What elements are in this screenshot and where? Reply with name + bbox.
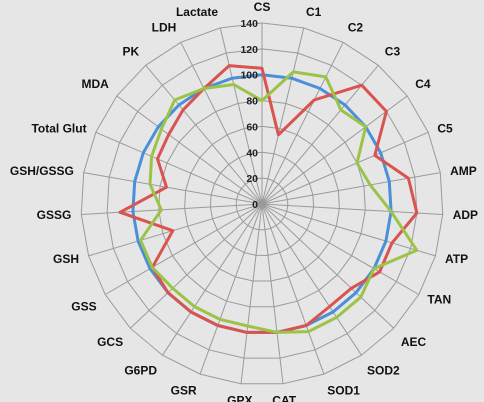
tick-label: 140 [240, 18, 258, 30]
radial-spoke [83, 172, 263, 205]
grid-ring [209, 151, 315, 256]
radial-spoke [261, 95, 408, 205]
category-label: AMP [450, 164, 477, 178]
series-line-2 [118, 64, 419, 334]
radial-spoke [261, 203, 325, 375]
category-labels: CS C1 C2 C3 C4 C5 AMP ADP ATP TAN AEC SOD2 SOD1 CAT GP… [10, 0, 478, 402]
category-label: Total Glut [31, 121, 86, 135]
radial-spoke [219, 27, 263, 205]
tick-label: 60 [246, 121, 258, 133]
tick-label: 40 [246, 147, 258, 159]
category-label: CAT [272, 394, 296, 402]
tick-label: 100 [240, 70, 258, 82]
category-label: AEC [401, 335, 427, 349]
radial-spoke [261, 172, 441, 205]
category-label: GSS [71, 300, 96, 314]
radial-tick-labels: 0 20 40 60 80 100 120 140 [240, 18, 258, 211]
tick-label: 80 [246, 96, 258, 108]
category-label: LDH [152, 20, 177, 34]
category-label: PK [123, 45, 140, 59]
radial-spoke [199, 203, 263, 375]
radar-grid [80, 22, 444, 385]
category-label: GSH [53, 252, 79, 266]
grid-ring [106, 48, 418, 359]
category-label: C5 [437, 121, 453, 135]
category-label: GPX [227, 394, 252, 402]
radial-spoke [261, 203, 443, 215]
grid-ring [235, 177, 289, 231]
radial-spoke [104, 203, 263, 295]
grid-ring [184, 125, 340, 282]
category-label: TAN [427, 293, 451, 307]
radial-spoke [261, 42, 344, 205]
category-label: SOD2 [367, 364, 400, 378]
radial-spoke [145, 64, 263, 205]
radial-spoke [261, 203, 284, 384]
radial-spoke [261, 27, 305, 205]
series-line-3 [139, 70, 419, 334]
category-label: MDA [81, 77, 109, 91]
radial-spoke [261, 203, 436, 257]
category-label: ADP [453, 208, 478, 222]
radial-spoke [129, 203, 263, 329]
category-label: CS [254, 0, 271, 14]
category-label: GCS [97, 335, 123, 349]
category-label: GSR [171, 384, 197, 398]
category-label: C4 [415, 77, 431, 91]
category-label: C3 [385, 45, 401, 59]
radial-spoke [261, 203, 420, 295]
category-label: GSSG [37, 208, 72, 222]
radial-spoke [240, 203, 263, 384]
radial-spoke [261, 203, 395, 329]
radial-spoke [261, 64, 379, 205]
grid-ring [80, 22, 444, 385]
grid-ring [158, 100, 366, 308]
radial-spoke [88, 203, 263, 257]
category-label: Lactate [176, 5, 218, 19]
category-label: GSH/GSSG [10, 164, 74, 178]
tick-label: 0 [252, 199, 258, 211]
tick-label: 20 [246, 173, 258, 185]
category-label: C2 [348, 20, 364, 34]
radial-spoke [116, 95, 263, 205]
radial-spoke [180, 42, 263, 205]
radial-spoke [261, 131, 429, 205]
category-label: G6PD [124, 364, 157, 378]
series-layer [118, 64, 419, 334]
tick-label: 120 [240, 44, 258, 56]
radial-spoke [81, 203, 263, 215]
category-label: ATP [445, 252, 468, 266]
category-label: SOD1 [327, 384, 360, 398]
radial-spoke [162, 203, 263, 356]
category-label: C1 [306, 5, 322, 19]
radial-spoke [95, 131, 263, 205]
radial-spoke [261, 203, 362, 356]
